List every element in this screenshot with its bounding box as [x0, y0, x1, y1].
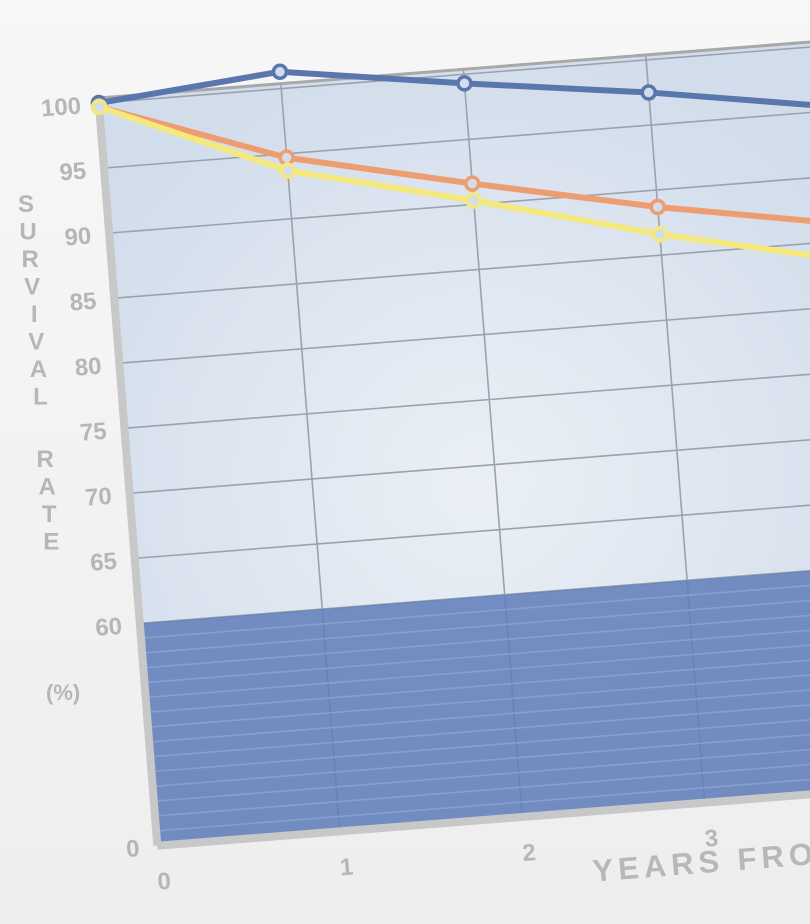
- band-gridline: [144, 620, 810, 684]
- h-gridline: [103, 105, 810, 169]
- y-tick-label: 85: [69, 288, 98, 317]
- data-point-s2-3: [651, 226, 669, 243]
- plot-group: 0 60 65 70 75 80 85 90 95 100 0 1 2 3 YEARS FROM DIA…: [40, 35, 810, 896]
- y-axis-label-letter: V: [24, 274, 40, 301]
- x-axis-label: YEARS FROM DIAGNOSIS: [591, 815, 810, 888]
- x-axis-line: [156, 780, 810, 850]
- band-gridline: [151, 709, 810, 773]
- top-border: [98, 35, 810, 100]
- y-axis-label-letter: S: [18, 191, 34, 218]
- y-axis-label-letter: L: [33, 384, 48, 411]
- band-gridline: [150, 694, 810, 758]
- data-point-s0-2: [456, 75, 473, 92]
- y-axis-label-letter: E: [43, 529, 59, 556]
- lower-band: [139, 562, 810, 846]
- y-tick-label: 70: [84, 483, 113, 512]
- data-point-s1-3: [649, 198, 666, 216]
- band-gridline: [140, 576, 810, 640]
- y-axis-label-letter: A: [39, 474, 56, 501]
- data-point-s0-1: [271, 63, 289, 80]
- y-axis-label-letter: V: [28, 329, 44, 356]
- h-gridline: [134, 496, 810, 560]
- h-gridline: [98, 40, 810, 104]
- x-tick-label: 1: [339, 853, 354, 881]
- series-layer: [90, 63, 810, 264]
- band-gridline: [149, 679, 810, 743]
- plot-frame: [94, 35, 810, 850]
- y-axis-line: [94, 97, 162, 847]
- y-tick-label: 0: [125, 835, 140, 863]
- band-gridline: [146, 650, 810, 714]
- h-gridline: [119, 301, 810, 365]
- x-tick-label: 2: [521, 839, 536, 867]
- band-gridline: [156, 768, 810, 832]
- data-point-s2-1: [279, 162, 296, 179]
- y-axis-label-letter: I: [31, 301, 38, 328]
- y-axis-label-letter: R: [21, 246, 38, 273]
- band-gridline: [142, 590, 810, 654]
- band-gridline: [143, 605, 810, 669]
- y-tick-label: 65: [89, 548, 118, 577]
- band-gridline: [153, 739, 810, 803]
- y-tick-label: 90: [64, 223, 93, 252]
- y-tick-label: 95: [58, 158, 87, 187]
- y-tick-label: 60: [94, 613, 123, 642]
- y-axis-unit: (%): [46, 680, 80, 705]
- band-gridline: [154, 753, 810, 817]
- data-point-s0-3: [640, 84, 657, 101]
- band-gridline: [152, 724, 810, 788]
- data-point-s2-2: [465, 192, 482, 209]
- y-axis-label-letter: A: [30, 356, 47, 383]
- y-tick-label: 75: [79, 418, 108, 447]
- data-point-s1-2: [464, 175, 481, 192]
- data-point-s2-0: [90, 98, 108, 116]
- band-gridline: [147, 665, 810, 728]
- y-axis-label-letter: T: [42, 501, 57, 528]
- x-tick-labels: 0 1 2 3: [156, 825, 719, 896]
- y-tick-labels: 0 60 65 70 75 80 85 90 95 100: [40, 92, 140, 863]
- y-axis-label-letter: U: [19, 219, 36, 246]
- band-gridline: [145, 635, 810, 699]
- lower-band-fill: [139, 562, 810, 846]
- x-tick-label: 3: [704, 825, 719, 853]
- x-tick-label: 0: [156, 868, 171, 896]
- y-tick-label: 100: [40, 92, 82, 122]
- y-tick-label: 80: [74, 353, 103, 382]
- y-axis-label-letter: R: [36, 446, 53, 473]
- h-gridline: [124, 366, 810, 430]
- h-gridline: [129, 431, 810, 495]
